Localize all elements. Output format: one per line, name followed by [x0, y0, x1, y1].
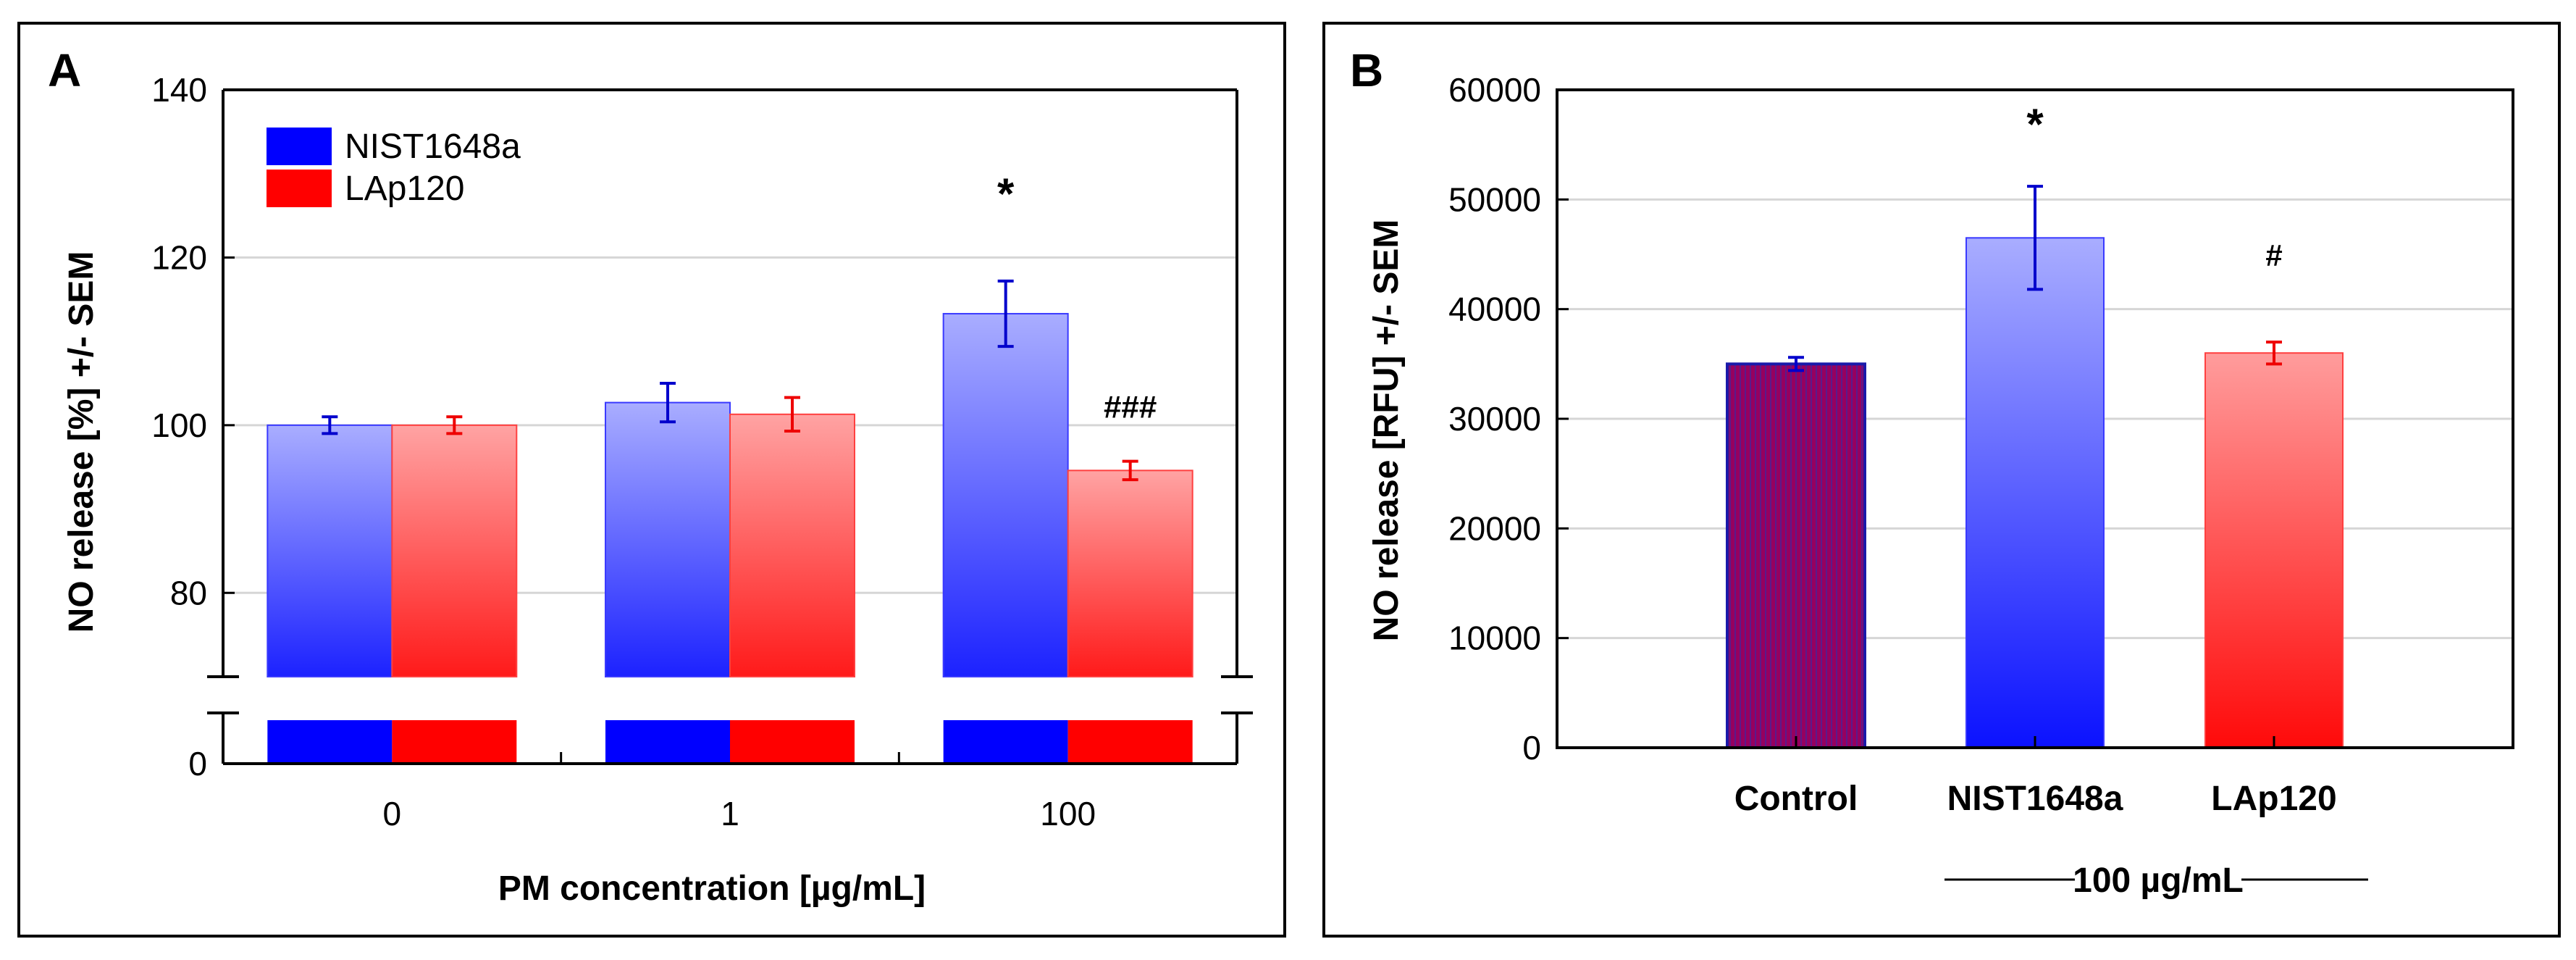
y-tick-label: 100: [151, 406, 207, 444]
panel-label-a: A: [48, 44, 81, 96]
x-tick-label: 100: [1040, 795, 1096, 832]
bar-nist1648a: [605, 401, 731, 677]
panel-label-b: B: [1350, 44, 1383, 96]
y-tick-label: 10000: [1448, 619, 1541, 657]
bar-lap120: [729, 413, 855, 677]
x-tick-label: LAp120: [2211, 780, 2336, 818]
panel-a: A 0 80 100 120 140 0 1 100 NIST1648a LAp120 * ###…: [17, 22, 1286, 938]
legend-swatch-lap120: [267, 170, 332, 207]
chart-b: B 0 10000 20000 30000 40000 50000 60000 Control…: [1350, 44, 2514, 900]
bar-nist1648a: [267, 424, 393, 677]
significance-annotation: *: [997, 170, 1015, 218]
x-tick-label: NIST1648a: [1947, 780, 2123, 818]
bar-nist1648a: [1965, 237, 2105, 748]
y-tick-label: 50000: [1448, 180, 1541, 218]
significance-annotation: *: [2026, 100, 2044, 149]
bar-lap120: [391, 424, 518, 677]
x-tick-label: 0: [383, 795, 402, 832]
panel-b: B 0 10000 20000 30000 40000 50000 60000 Control…: [1322, 22, 2561, 938]
bar-base-nist1648a: [267, 720, 393, 764]
y-tick-label: 20000: [1448, 509, 1541, 547]
y-tick-label: 0: [188, 745, 207, 782]
y-tick-label: 60000: [1448, 71, 1541, 109]
bar-base-lap120: [392, 720, 517, 764]
x-tick-label: 1: [721, 795, 739, 832]
x-tick-label: Control: [1734, 780, 1858, 818]
x-axis-group-label-b: 100 µg/mL: [1944, 861, 2368, 900]
bar-base-lap120: [730, 720, 855, 764]
significance-annotation: ###: [1104, 390, 1157, 425]
bar-base-nist1648a: [943, 720, 1068, 764]
y-tick-label: 0: [1522, 729, 1541, 767]
bar-lap120: [1067, 469, 1193, 677]
significance-annotation: #: [2265, 238, 2282, 272]
bar-control: [1726, 362, 1866, 750]
bar-nist1648a: [942, 312, 1069, 677]
y-axis-label-b: NO release [RFU] +/- SEM: [1367, 220, 1406, 642]
x-axis-label-a: PM concentration [µg/mL]: [498, 869, 926, 908]
bar-base-nist1648a: [605, 720, 730, 764]
x-axis-label-b: 100 µg/mL: [2073, 861, 2244, 900]
y-tick-label: 80: [170, 574, 207, 612]
y-axis-label-a: NO release [%] +/- SEM: [62, 251, 101, 633]
chart-a: A 0 80 100 120 140 0 1 100 NIST1648a LAp120 * ###…: [48, 44, 1253, 908]
legend-label-nist1648a: NIST1648a: [345, 128, 521, 166]
y-tick-label: 120: [151, 238, 207, 276]
y-tick-label: 30000: [1448, 400, 1541, 438]
y-tick-label: 140: [151, 71, 207, 109]
legend-label-lap120: LAp120: [345, 170, 465, 208]
legend-swatch-nist1648a: [267, 128, 332, 165]
bar-base-lap120: [1067, 720, 1193, 764]
y-tick-label: 40000: [1448, 291, 1541, 328]
bar-lap120: [2204, 352, 2344, 748]
